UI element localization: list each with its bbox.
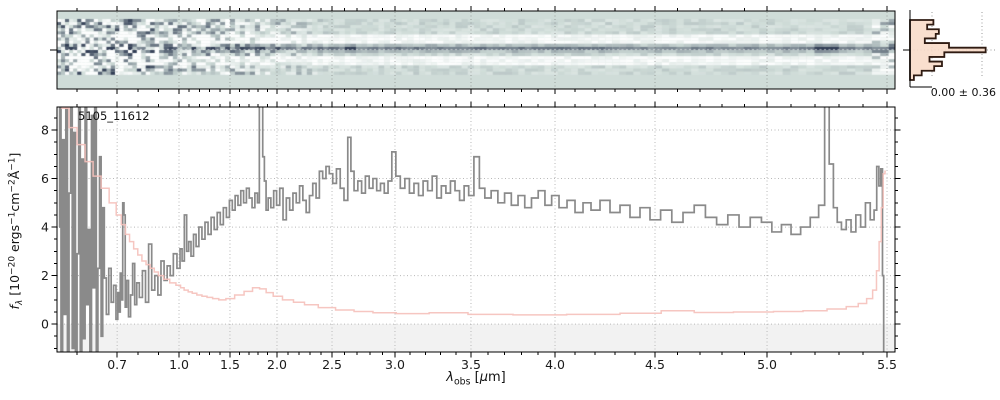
y-axis-label: fλ [10−20 ergs−1cm−2Å−1] bbox=[7, 111, 25, 351]
histogram-steps bbox=[909, 19, 987, 81]
x-tick-label: 1.0 bbox=[169, 357, 189, 372]
2d-spectrum-image bbox=[57, 11, 895, 89]
2d-panel-frame bbox=[50, 6, 896, 94]
1d-ticks bbox=[51, 101, 901, 358]
y-tick-label: 6 bbox=[41, 171, 49, 186]
x-tick-label: 5.0 bbox=[757, 357, 777, 372]
label-segment: −2 bbox=[7, 179, 18, 193]
histogram-stats-label: 0.00 ± 0.36 bbox=[930, 86, 996, 99]
x-tick-label: 5.5 bbox=[877, 357, 897, 372]
flux-line bbox=[58, 107, 885, 352]
label-segment: ergs bbox=[7, 224, 22, 256]
label-segment: −1 bbox=[7, 211, 18, 225]
label-segment: −1 bbox=[7, 157, 18, 171]
label-segment: cm bbox=[7, 192, 22, 212]
y-tick-label: 8 bbox=[41, 122, 49, 137]
hist-spines bbox=[903, 10, 932, 88]
x-tick-label: 2.5 bbox=[322, 357, 342, 372]
x-tick-label: 3.5 bbox=[461, 357, 481, 372]
label-segment: ] bbox=[7, 152, 22, 158]
y-tick-label: 4 bbox=[41, 219, 49, 234]
x-tick-label: 3.0 bbox=[385, 357, 405, 372]
1d-spectrum-panel: 0.7 1.0 1.5 2.0 2.5 3.0 3.5 4.0 4.5 5.0 5.5 0 2 4 6 8 bbox=[41, 101, 901, 372]
x-tick-label: 4.5 bbox=[645, 357, 665, 372]
label-segment: λ bbox=[15, 299, 26, 306]
tick-labels: 0.7 1.0 1.5 2.0 2.5 3.0 3.5 4.0 4.5 5.0 5.5 0 2 4 6 8 bbox=[41, 122, 897, 372]
1d-gridlines bbox=[57, 107, 895, 352]
label-segment: [ bbox=[470, 370, 480, 385]
histogram-panel bbox=[903, 10, 995, 88]
y-tick-label: 0 bbox=[41, 316, 49, 331]
error-line bbox=[61, 107, 886, 316]
x-tick-label: 0.7 bbox=[107, 357, 127, 372]
label-segment: f bbox=[7, 305, 22, 310]
label-segment: [10 bbox=[7, 274, 22, 300]
label-segment: μ bbox=[479, 370, 488, 385]
x-tick-label: 1.5 bbox=[220, 357, 240, 372]
1d-panel-border bbox=[56, 106, 896, 353]
label-segment: Å bbox=[7, 170, 22, 180]
label-segment: obs bbox=[453, 376, 471, 388]
y-tick-label: 2 bbox=[41, 268, 49, 283]
x-tick-label: 2.0 bbox=[267, 357, 287, 372]
2d-panel-border bbox=[56, 10, 896, 90]
spectrum-id-label: 5105_11612 bbox=[78, 109, 150, 123]
label-segment: −20 bbox=[7, 255, 18, 275]
below-zero-shading bbox=[57, 324, 895, 352]
x-tick-label: 4.0 bbox=[545, 357, 565, 372]
label-segment: m] bbox=[487, 370, 506, 385]
label-segment: λ bbox=[446, 370, 454, 385]
x-axis-label: λobs [μm] bbox=[57, 370, 895, 387]
